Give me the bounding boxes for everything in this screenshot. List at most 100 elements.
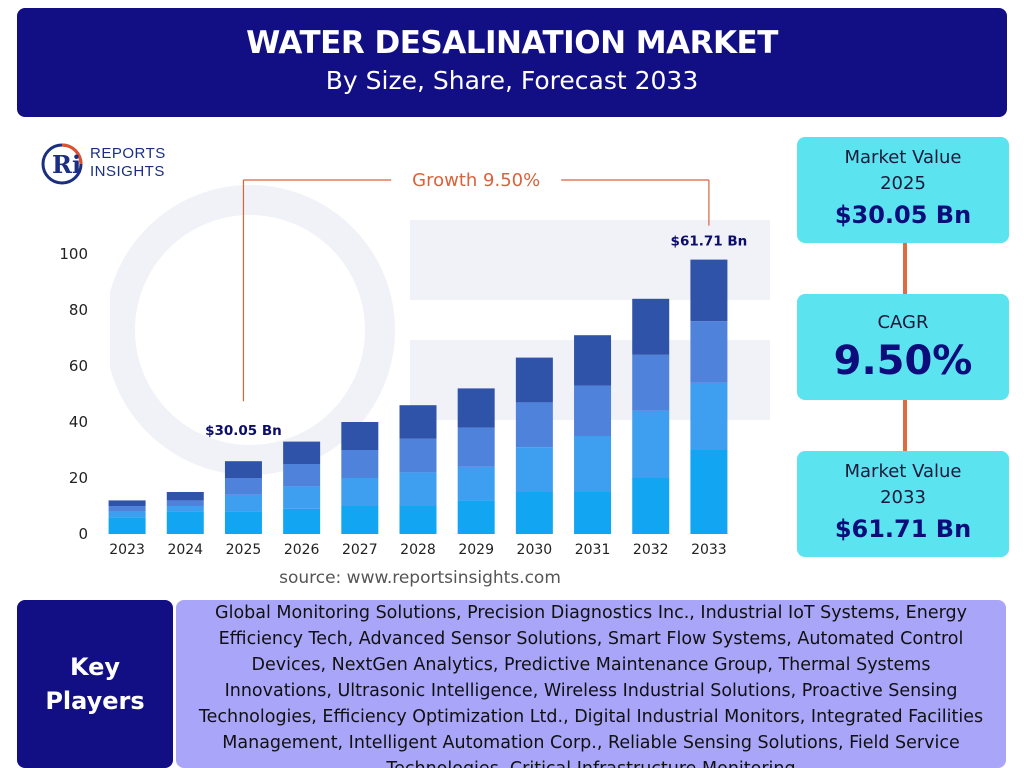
bar-segment xyxy=(166,492,204,501)
bar-segment xyxy=(224,461,262,478)
bar-segment xyxy=(632,298,670,355)
bar-segment xyxy=(574,436,612,492)
bar-segment xyxy=(457,427,495,467)
bar-stack-group xyxy=(108,259,728,534)
x-tick-label: 2029 xyxy=(458,542,494,558)
key-players-line: Devices, NextGen Analytics, Predictive M… xyxy=(251,655,931,675)
bar-segment xyxy=(341,506,379,534)
bar-segment xyxy=(515,402,553,448)
y-tick-label: 80 xyxy=(69,301,88,319)
bar-segment xyxy=(341,478,379,506)
bar-segment xyxy=(574,492,612,534)
bar-segment xyxy=(690,259,728,322)
bar-segment xyxy=(690,321,728,383)
bar-segment xyxy=(108,517,146,534)
bar-segment xyxy=(515,447,553,492)
key-players-list: Global Monitoring Solutions, Precision D… xyxy=(176,600,1006,768)
card-label: CAGR xyxy=(877,312,929,333)
card-value: $30.05 Bn xyxy=(834,201,972,229)
key-players-line: Innovations, Ultrasonic Intelligence, Wi… xyxy=(224,681,958,701)
logo-text-reports: REPORTS xyxy=(90,145,166,162)
key-players-title-line1: Key xyxy=(69,653,121,681)
bar-segment xyxy=(515,492,553,534)
y-tick-label: 40 xyxy=(69,413,88,431)
bar-segment xyxy=(457,388,495,428)
key-players-line: Efficiency Tech, Advanced Sensor Solutio… xyxy=(218,629,964,649)
bar-segment xyxy=(690,382,728,450)
card-connector xyxy=(903,400,907,451)
bar-segment xyxy=(283,441,321,464)
key-players-line: Global Monitoring Solutions, Precision D… xyxy=(215,603,967,623)
svg-text:Ri: Ri xyxy=(52,150,81,179)
x-tick-label: 2027 xyxy=(342,542,378,558)
y-axis: 0 20 40 60 80 100 xyxy=(59,245,88,543)
bar-segment xyxy=(690,450,728,534)
bar-segment xyxy=(399,438,437,473)
source-note: source: www.reportsinsights.com xyxy=(279,568,561,588)
x-tick-label: 2023 xyxy=(109,542,145,558)
key-players-line: Technologies, Efficiency Optimization Lt… xyxy=(198,707,984,727)
start-value-label: $30.05 Bn xyxy=(205,423,282,439)
bar-segment xyxy=(283,508,321,534)
card-label-line1: Market Value xyxy=(844,461,962,482)
bar-segment xyxy=(399,472,437,506)
key-players-line: Management, Intelligent Automation Corp.… xyxy=(222,733,960,753)
y-tick-label: 60 xyxy=(69,357,88,375)
bar-segment xyxy=(632,410,670,478)
y-tick-label: 100 xyxy=(59,245,88,263)
x-tick-label: 2024 xyxy=(167,542,203,558)
bar-segment xyxy=(108,506,146,512)
bar-segment xyxy=(166,511,204,534)
market-value-2033-card: Market Value 2033 $61.71 Bn xyxy=(797,451,1009,557)
x-axis: 2023 2024 2025 2026 2027 2028 2029 2030 2031 2032… xyxy=(109,542,726,558)
cagr-card: CAGR 9.50% xyxy=(797,294,1009,400)
key-players-heading: Key Players xyxy=(17,600,173,768)
bar-segment xyxy=(457,500,495,534)
bar-segment xyxy=(632,354,670,411)
y-tick-label: 20 xyxy=(69,469,88,487)
card-value: 9.50% xyxy=(833,338,973,384)
key-players-title-line2: Players xyxy=(45,687,145,715)
bar-segment xyxy=(166,506,204,512)
x-tick-label: 2033 xyxy=(691,542,727,558)
bar-segment xyxy=(283,486,321,509)
x-tick-label: 2032 xyxy=(633,542,669,558)
card-label-line2: 2025 xyxy=(880,173,926,194)
bar-segment xyxy=(224,494,262,512)
x-tick-label: 2030 xyxy=(517,542,553,558)
bar-segment xyxy=(574,335,612,386)
x-tick-label: 2025 xyxy=(226,542,262,558)
bar-segment xyxy=(632,478,670,534)
x-tick-label: 2026 xyxy=(284,542,320,558)
growth-label: Growth 9.50% xyxy=(412,170,540,191)
bar-segment xyxy=(108,511,146,518)
bar-segment xyxy=(399,405,437,439)
title-banner: WATER DESALINATION MARKET By Size, Share… xyxy=(17,8,1007,117)
bar-segment xyxy=(283,464,321,487)
bar-segment xyxy=(341,450,379,478)
bar-segment xyxy=(341,422,379,450)
bar-segment xyxy=(224,478,262,495)
key-players-line: Technologies, Critical Infrastructure Mo… xyxy=(176,756,1006,768)
page-title: WATER DESALINATION MARKET xyxy=(246,25,778,61)
logo-text-insights: INSIGHTS xyxy=(90,163,165,180)
growth-annotation: $30.05 Bn $61.71 Bn Growth 9.50% xyxy=(205,170,747,439)
bar-segment xyxy=(108,500,146,506)
bar-segment xyxy=(515,357,553,403)
x-tick-label: 2031 xyxy=(575,542,611,558)
bar-segment xyxy=(166,500,204,506)
end-value-label: $61.71 Bn xyxy=(671,234,748,250)
card-value: $61.71 Bn xyxy=(834,515,972,543)
bar-segment xyxy=(224,511,262,534)
card-connector xyxy=(903,243,907,294)
y-tick-label: 0 xyxy=(78,525,88,543)
bar-segment xyxy=(457,466,495,501)
market-value-2025-card: Market Value 2025 $30.05 Bn xyxy=(797,137,1009,243)
x-tick-label: 2028 xyxy=(400,542,436,558)
bar-segment xyxy=(574,385,612,436)
bar-segment xyxy=(399,506,437,534)
page-subtitle: By Size, Share, Forecast 2033 xyxy=(325,66,699,95)
reports-insights-logo-icon: Ri xyxy=(41,143,83,185)
card-label-line1: Market Value xyxy=(844,147,962,168)
